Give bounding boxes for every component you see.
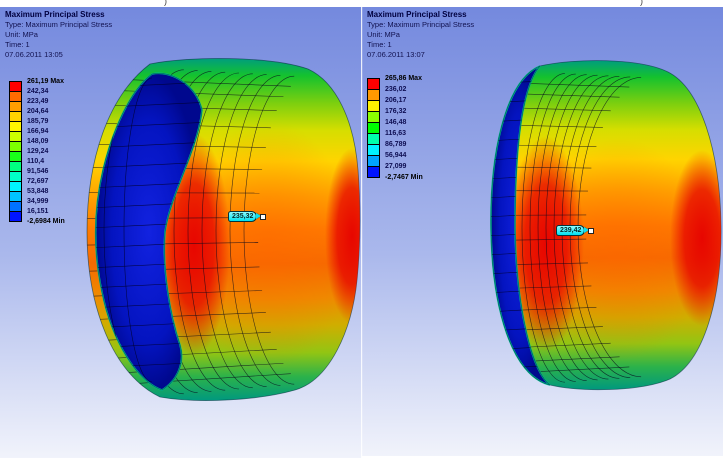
caption-fragment: ) (164, 0, 167, 6)
legend-label: 86,789 (385, 141, 407, 148)
legend-label: 146,48 (385, 119, 407, 126)
result-title: Maximum Principal Stress (5, 10, 105, 19)
legend-label: 56,944 (385, 152, 407, 159)
legend-label: 129,24 (27, 148, 49, 155)
legend-label: 53,848 (27, 188, 49, 195)
legend-label: 261,19 Max (27, 78, 64, 85)
probe-value: 235,32 (232, 213, 254, 220)
caption-fragment: ) (640, 0, 643, 6)
probe-pointer-icon (584, 227, 590, 233)
legend-label: 16,151 (27, 208, 49, 215)
result-type: Type: Maximum Principal Stress (5, 20, 113, 29)
probe-handle (588, 228, 595, 234)
result-unit: Unit: MPa (367, 30, 400, 39)
legend-label: 236,02 (385, 86, 407, 93)
legend-color-cell (9, 211, 22, 222)
stress-contours (87, 69, 360, 395)
legend-label: 185,79 (27, 118, 49, 125)
result-info-left: Maximum Principal Stress Type: Maximum P… (5, 10, 112, 60)
result-date: 07.06.2011 13:05 (5, 50, 63, 59)
legend-label: 72,697 (27, 178, 49, 185)
legend-label: 223,49 (27, 98, 49, 105)
cylinder-model-right[interactable] (474, 60, 723, 391)
legend-label: 27,099 (385, 163, 407, 170)
legend-label: 91,546 (27, 168, 49, 175)
legend-label: 148,09 (27, 138, 49, 145)
legend-color-cell (367, 166, 380, 178)
result-info-right: Maximum Principal Stress Type: Maximum P… (367, 10, 474, 60)
probe-value: 239,42 (560, 227, 582, 234)
result-time: Time: 1 (5, 40, 30, 49)
legend-label: 176,32 (385, 108, 407, 115)
result-time: Time: 1 (367, 40, 392, 49)
legend-label: 204,64 (27, 108, 49, 115)
legend-label: 110,4 (27, 158, 45, 165)
legend-label: 206,17 (385, 97, 407, 104)
legend-label: 116,63 (385, 130, 407, 137)
probe-pointer-icon (256, 213, 262, 219)
result-date: 07.06.2011 13:07 (367, 50, 425, 59)
legend-label: 34,999 (27, 198, 49, 205)
legend-label: -2,6984 Min (27, 218, 65, 225)
legend-label: 265,86 Max (385, 75, 422, 82)
probe-label-right[interactable]: 239,42 (556, 225, 595, 236)
cylinder-model-left[interactable] (78, 58, 379, 401)
probe-label-left[interactable]: 235,32 (228, 211, 267, 222)
viewport-divider (361, 7, 363, 458)
result-unit: Unit: MPa (5, 30, 38, 39)
result-type: Type: Maximum Principal Stress (367, 20, 475, 29)
result-title: Maximum Principal Stress (367, 10, 467, 19)
legend-label: -2,7467 Min (385, 174, 423, 181)
probe-handle (260, 214, 267, 220)
legend-label: 242,34 (27, 88, 49, 95)
legend-label: 166,94 (27, 128, 49, 135)
